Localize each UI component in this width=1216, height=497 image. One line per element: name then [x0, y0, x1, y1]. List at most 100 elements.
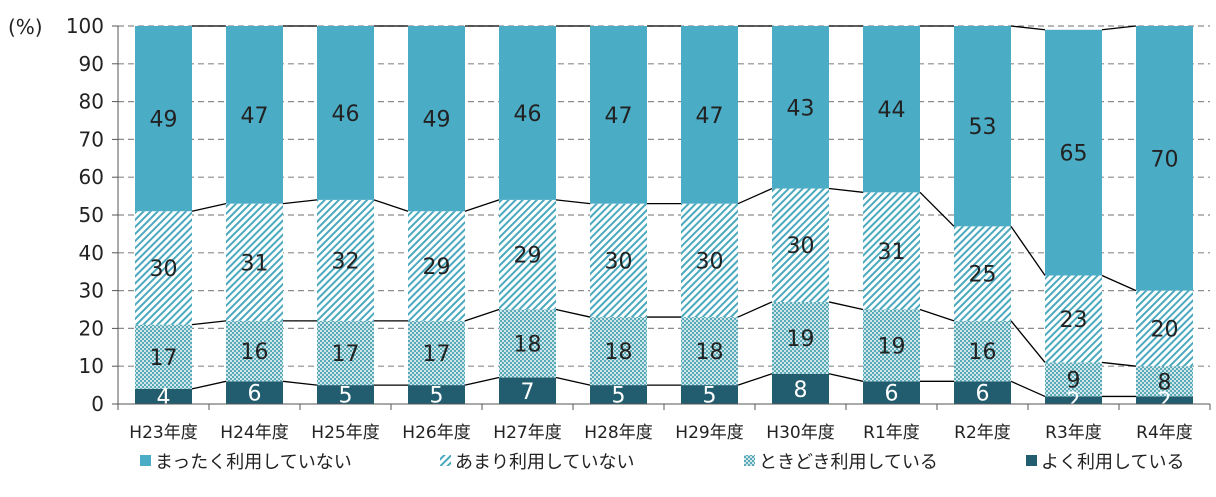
legend-label: まったく利用していない [155, 452, 352, 473]
data-label: 9 [1067, 368, 1081, 393]
series-line [1010, 25, 1046, 31]
bar-segment [317, 199, 374, 321]
series-line [1010, 320, 1046, 363]
bar-segment [772, 188, 829, 302]
bar-segment [135, 324, 192, 389]
x-tick-label: R3年度 [1045, 423, 1102, 443]
bar-segment [1045, 396, 1102, 404]
data-label: 17 [423, 342, 451, 367]
x-tick-label: H30年度 [766, 423, 834, 443]
series-line [191, 203, 227, 212]
series-line [919, 308, 955, 322]
bar-segment [772, 373, 829, 404]
bar-segment [590, 317, 647, 386]
data-label: 47 [241, 104, 269, 129]
bar-segment [408, 211, 465, 321]
data-label: 30 [696, 249, 724, 274]
x-tick-label: H25年度 [311, 423, 379, 443]
bar-segment [135, 26, 192, 212]
bar-segment [408, 26, 465, 212]
y-tick-label: 80 [79, 90, 104, 114]
data-label: 25 [969, 263, 997, 288]
bar-segment [135, 388, 192, 404]
data-label: 7 [521, 380, 535, 405]
data-label: 4 [157, 385, 171, 410]
x-tick-label: H24年度 [220, 423, 288, 443]
bar-segment [317, 320, 374, 386]
series-line [828, 187, 864, 193]
legend-label: よく利用している [1041, 452, 1184, 473]
data-label: 17 [332, 342, 360, 367]
series-line [555, 376, 591, 386]
data-label: 44 [878, 98, 906, 123]
data-label: 5 [339, 384, 353, 409]
x-tick-label: H26年度 [402, 423, 470, 443]
bar-segment [499, 199, 556, 310]
data-label: 17 [150, 346, 178, 371]
legend-label: あまり利用していない [455, 452, 634, 473]
bar-segment [499, 26, 556, 200]
series-line [555, 199, 591, 205]
bar-segment [499, 377, 556, 404]
y-tick-label: 50 [79, 203, 104, 227]
series-line [828, 301, 864, 311]
y-tick-label: 10 [79, 354, 104, 378]
legend-swatch [440, 455, 451, 466]
series-line [555, 308, 591, 318]
bars [135, 26, 1193, 404]
bar-segment [681, 317, 738, 386]
bar-segment [1136, 26, 1193, 291]
bar-segment [863, 381, 920, 404]
series-line [282, 380, 318, 386]
bar-segment [863, 309, 920, 382]
series-line [1101, 274, 1137, 292]
bar-segment [772, 26, 829, 189]
bar-segment [590, 203, 647, 318]
legend-swatch [744, 455, 755, 466]
bar-segment [863, 192, 920, 310]
data-label: 2 [1158, 389, 1172, 414]
bar-segment [681, 26, 738, 204]
bar-segment [1045, 29, 1102, 276]
data-label: 6 [248, 382, 262, 407]
series-line [737, 301, 773, 318]
axes: (%) 0 10 20 30 40 50 60 70 80 90 100 H23年度 H24年度 H25年… [8, 14, 1211, 443]
bar-segment [226, 320, 283, 382]
data-label: 31 [878, 240, 906, 265]
data-label: 30 [787, 234, 815, 259]
series-line [737, 187, 773, 205]
data-label: 49 [423, 108, 451, 133]
series-line [191, 380, 227, 390]
bar-segment [954, 26, 1011, 227]
bar-segment [135, 211, 192, 325]
bar-segment [317, 26, 374, 200]
series-line [464, 376, 500, 386]
x-tick-label: R4年度 [1136, 423, 1193, 443]
y-tick-label: 20 [79, 316, 104, 340]
data-label: 8 [794, 378, 808, 403]
data-label: 29 [514, 244, 542, 269]
y-tick-label: 0 [91, 392, 104, 416]
data-label: 5 [430, 384, 444, 409]
data-label: 5 [703, 384, 717, 409]
series-line [191, 320, 227, 326]
y-axis-unit-label: (%) [8, 15, 43, 39]
data-label: 70 [1151, 147, 1179, 172]
series-line [282, 199, 318, 205]
bar-segment [863, 26, 920, 193]
data-label: 8 [1158, 370, 1172, 395]
y-tick-label: 70 [79, 127, 104, 151]
data-label: 65 [1060, 142, 1088, 167]
data-label: 18 [514, 333, 542, 358]
legend: まったく利用していない あまり利用していない ときどき利用している よく利用している [140, 452, 1184, 473]
bar-segment [226, 26, 283, 204]
bar-segment [1136, 366, 1193, 397]
bar-segment [681, 203, 738, 318]
data-label: 30 [605, 249, 633, 274]
series-connector-lines [191, 25, 1137, 398]
bar-segment [226, 203, 283, 321]
legend-swatch [1026, 455, 1037, 466]
bar-segment [954, 320, 1011, 382]
data-label: 47 [605, 104, 633, 129]
